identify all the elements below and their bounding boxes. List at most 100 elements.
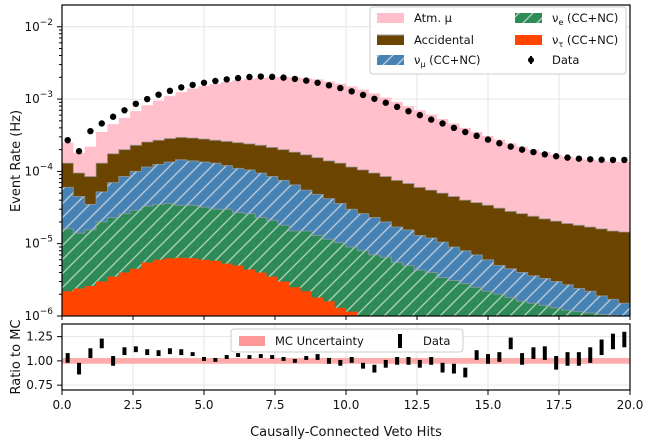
top-y-axis-label: Event Rate (Hz) — [9, 110, 24, 212]
bottom-legend-label: Data — [423, 334, 450, 348]
y-tick-base: 10 — [24, 309, 39, 323]
ratio-points — [65, 331, 627, 378]
legend-label: νμ (CC+NC) — [414, 53, 481, 69]
data-point — [484, 136, 492, 143]
legend-label: Data — [552, 53, 579, 67]
series-nu_tau — [62, 257, 358, 316]
bottom-x-ticks: 0.0 2.5 5.0 7.5 10.0 12.5 15.0 17.5 20.0 — [52, 390, 643, 412]
y-tick-base: 10 — [24, 92, 39, 106]
legend-entry: Data — [528, 53, 579, 67]
data-point — [530, 148, 537, 156]
data-point — [200, 79, 208, 86]
y-tick-exponent: −5 — [40, 235, 53, 245]
top-legend: Atm. μ νe (CC+NC)Accidental ντ (CC+NC)νμ (… — [369, 6, 627, 75]
data-point — [598, 156, 605, 163]
bottom-legend-entry: MC Uncertainty — [239, 334, 364, 348]
bottom-legend-box — [230, 328, 464, 353]
x-tick-label: 12.5 — [404, 398, 431, 412]
data-point — [621, 156, 628, 164]
data-point — [541, 151, 548, 158]
legend-swatch — [377, 13, 404, 23]
y-tick-base: 10 — [24, 20, 39, 34]
data-point — [337, 84, 344, 92]
legend-entry: νe (CC+NC) — [515, 11, 618, 27]
legend-label: Atm. μ — [414, 11, 453, 25]
top-y-ticks: 10−610−510−410−310−2 — [24, 18, 62, 323]
data-point — [223, 76, 230, 83]
data-point — [87, 127, 94, 135]
legend-swatch — [515, 35, 542, 45]
data-point — [109, 113, 117, 120]
bottom-y-axis-label-text: Ratio to MC — [9, 320, 24, 395]
data-point — [178, 84, 185, 91]
bottom-y-tick-label: 0.75 — [26, 378, 53, 392]
y-tick-label: 10−3 — [24, 90, 53, 106]
top-x-ticks — [61, 316, 631, 320]
y-tick-label: 10−5 — [24, 235, 53, 251]
data-point — [416, 111, 424, 119]
x-tick-label: 7.5 — [265, 398, 284, 412]
x-tick-label: 10.0 — [333, 398, 360, 412]
y-tick-base: 10 — [24, 237, 39, 251]
data-point — [234, 74, 242, 82]
data-point — [75, 148, 83, 155]
legend-entry: νμ (CC+NC) — [377, 53, 481, 69]
x-tick-label: 17.5 — [546, 398, 573, 412]
x-tick-label: 2.5 — [123, 398, 142, 412]
x-tick-label: 0.0 — [52, 398, 71, 412]
data-point — [439, 120, 446, 127]
data-point — [189, 81, 196, 89]
data-point — [405, 107, 412, 115]
y-tick-label: 10−6 — [24, 307, 53, 323]
legend-label-rest: (CC+NC) — [426, 53, 481, 67]
data-point — [155, 91, 162, 98]
y-tick-base: 10 — [24, 164, 39, 178]
data-point — [325, 82, 333, 89]
data-point — [144, 95, 151, 103]
data-point — [587, 156, 594, 163]
bottom-legend: MC Uncertainty Data — [230, 328, 464, 353]
nu_tau-area — [62, 257, 358, 316]
y-tick-exponent: −6 — [40, 307, 54, 317]
data-point — [268, 73, 276, 81]
data-points — [64, 73, 628, 164]
legend-swatch — [377, 55, 404, 65]
data-point — [507, 143, 514, 150]
legend-label-nu: ν — [552, 11, 558, 25]
bottom-y-tick-label: 1.00 — [26, 354, 53, 368]
data-point — [280, 74, 287, 81]
data-point — [564, 154, 571, 161]
data-point — [450, 124, 458, 132]
data-point — [371, 95, 378, 102]
legend-swatch — [515, 13, 542, 23]
legend-label-rest: (CC+NC) — [563, 11, 618, 25]
legend-label: νe (CC+NC) — [552, 11, 618, 27]
data-point — [575, 155, 583, 162]
legend-swatch — [377, 35, 404, 45]
data-point — [291, 75, 299, 83]
legend-label-rest: (CC+NC) — [563, 33, 618, 47]
data-point — [64, 136, 71, 144]
data-point — [393, 103, 401, 111]
legend-marker-point — [528, 57, 534, 63]
legend-label-nu: ν — [552, 33, 558, 47]
top-legend-box — [369, 6, 627, 75]
data-point — [609, 156, 617, 164]
mc-uncertainty-band — [62, 357, 630, 364]
bottom-y-axis-label: Ratio to MC — [9, 320, 24, 395]
legend-entry: ντ (CC+NC) — [515, 33, 618, 49]
data-point — [314, 79, 321, 86]
nu_mu-edge — [62, 159, 630, 304]
data-point — [98, 120, 105, 127]
accidental-edge — [62, 136, 630, 233]
bottom-legend-label: MC Uncertainty — [275, 334, 364, 348]
data-point — [462, 128, 469, 136]
bottom-legend-swatch — [239, 336, 265, 346]
data-point — [303, 77, 310, 84]
bottom-y-ticks: 0.75 1.00 1.25 — [26, 330, 62, 392]
legend-label-flavor: e — [558, 18, 563, 27]
legend-label-nu: ν — [414, 53, 420, 67]
top-legend-items: Atm. μ νe (CC+NC)Accidental ντ (CC+NC)νμ (… — [377, 11, 618, 69]
data-point — [132, 100, 140, 108]
